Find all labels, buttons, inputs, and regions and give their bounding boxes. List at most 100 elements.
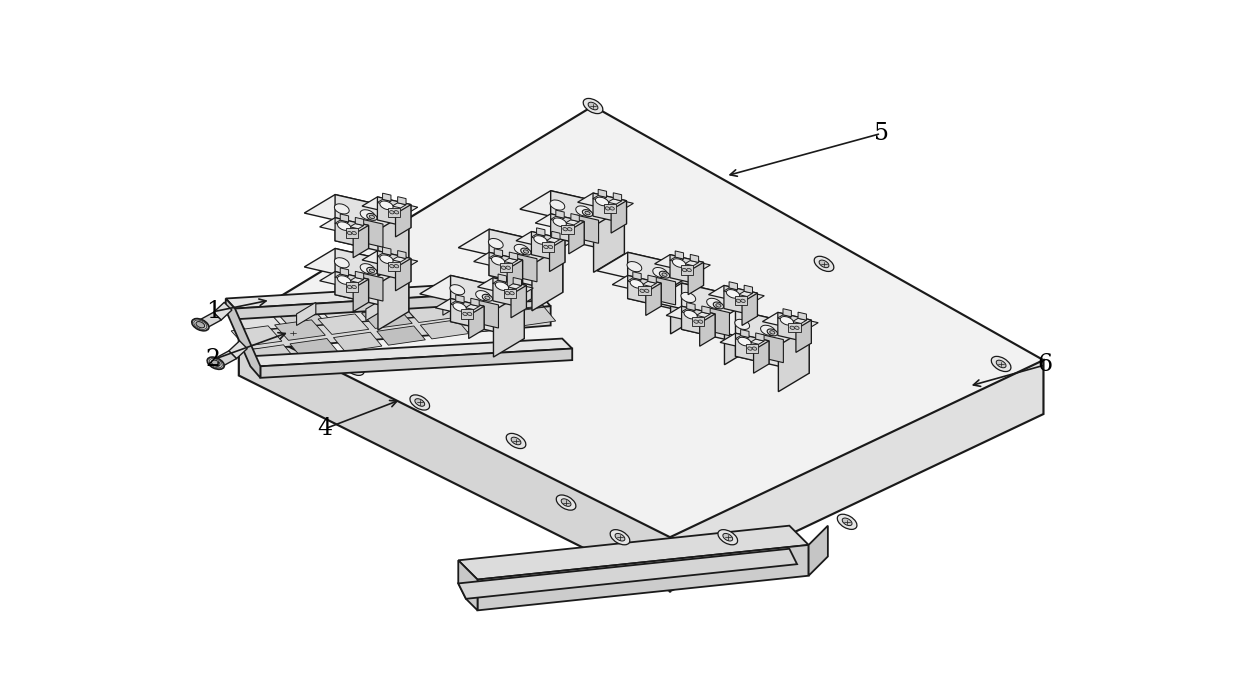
Ellipse shape	[790, 326, 794, 330]
Ellipse shape	[596, 197, 608, 206]
Polygon shape	[489, 252, 523, 283]
Ellipse shape	[510, 284, 523, 292]
Ellipse shape	[631, 280, 643, 288]
Ellipse shape	[484, 296, 489, 299]
Polygon shape	[232, 326, 282, 346]
Ellipse shape	[716, 304, 721, 307]
Polygon shape	[746, 344, 758, 353]
Polygon shape	[229, 341, 248, 359]
Polygon shape	[738, 292, 752, 296]
Polygon shape	[761, 334, 783, 363]
Ellipse shape	[662, 273, 667, 276]
Ellipse shape	[610, 207, 615, 210]
Polygon shape	[473, 252, 523, 269]
Polygon shape	[793, 319, 807, 323]
Polygon shape	[212, 351, 237, 368]
Polygon shape	[335, 218, 368, 249]
Ellipse shape	[795, 319, 808, 327]
Ellipse shape	[335, 258, 349, 268]
Polygon shape	[520, 191, 624, 226]
Ellipse shape	[369, 269, 374, 272]
Polygon shape	[420, 320, 468, 339]
Polygon shape	[320, 218, 368, 235]
Ellipse shape	[488, 238, 503, 249]
Polygon shape	[232, 311, 284, 331]
Ellipse shape	[361, 264, 375, 274]
Ellipse shape	[395, 203, 408, 211]
Polygon shape	[362, 251, 411, 267]
Polygon shape	[670, 360, 1043, 591]
Polygon shape	[463, 314, 512, 332]
Polygon shape	[197, 312, 221, 330]
Polygon shape	[362, 308, 413, 328]
Polygon shape	[449, 296, 499, 316]
Polygon shape	[611, 200, 627, 233]
Polygon shape	[405, 302, 456, 323]
Polygon shape	[735, 336, 750, 341]
Ellipse shape	[492, 256, 504, 265]
Ellipse shape	[742, 292, 753, 300]
Polygon shape	[783, 309, 792, 316]
Polygon shape	[492, 290, 543, 311]
Ellipse shape	[523, 250, 529, 254]
Polygon shape	[318, 314, 369, 334]
Ellipse shape	[534, 236, 548, 245]
Ellipse shape	[706, 299, 721, 308]
Polygon shape	[388, 262, 400, 271]
Ellipse shape	[761, 325, 776, 335]
Polygon shape	[335, 220, 348, 225]
Polygon shape	[536, 228, 545, 236]
Polygon shape	[378, 211, 409, 276]
Ellipse shape	[395, 257, 408, 265]
Polygon shape	[701, 306, 710, 314]
Ellipse shape	[610, 529, 629, 545]
Polygon shape	[456, 295, 465, 303]
Polygon shape	[725, 300, 756, 365]
Polygon shape	[466, 305, 479, 310]
Polygon shape	[377, 253, 392, 258]
Ellipse shape	[563, 227, 567, 231]
Ellipse shape	[196, 321, 204, 328]
Polygon shape	[362, 301, 414, 321]
Ellipse shape	[639, 289, 644, 292]
Polygon shape	[471, 299, 479, 306]
Polygon shape	[686, 303, 695, 311]
Polygon shape	[341, 214, 348, 222]
Ellipse shape	[394, 211, 399, 214]
Polygon shape	[809, 526, 828, 576]
Polygon shape	[648, 275, 657, 283]
Ellipse shape	[752, 347, 757, 350]
Polygon shape	[468, 306, 484, 339]
Polygon shape	[420, 276, 524, 311]
Polygon shape	[612, 276, 662, 292]
Polygon shape	[395, 258, 411, 291]
Ellipse shape	[819, 260, 829, 267]
Ellipse shape	[615, 533, 624, 541]
Polygon shape	[305, 249, 409, 284]
Polygon shape	[247, 306, 550, 350]
Polygon shape	[778, 327, 809, 392]
Polygon shape	[385, 202, 418, 213]
Ellipse shape	[450, 285, 465, 295]
Polygon shape	[532, 234, 545, 239]
Polygon shape	[385, 256, 418, 267]
Polygon shape	[320, 272, 368, 289]
Polygon shape	[239, 106, 1043, 572]
Ellipse shape	[683, 268, 686, 272]
Polygon shape	[628, 276, 662, 306]
Polygon shape	[693, 317, 705, 326]
Polygon shape	[498, 274, 507, 282]
Polygon shape	[225, 299, 260, 378]
Ellipse shape	[344, 360, 364, 375]
Polygon shape	[493, 292, 524, 357]
Ellipse shape	[567, 227, 572, 231]
Polygon shape	[690, 254, 699, 263]
Polygon shape	[741, 330, 750, 338]
Polygon shape	[561, 225, 574, 234]
Ellipse shape	[361, 210, 375, 220]
Polygon shape	[569, 222, 584, 254]
Polygon shape	[504, 258, 518, 263]
Polygon shape	[720, 333, 769, 350]
Ellipse shape	[367, 214, 377, 220]
Ellipse shape	[561, 499, 571, 507]
